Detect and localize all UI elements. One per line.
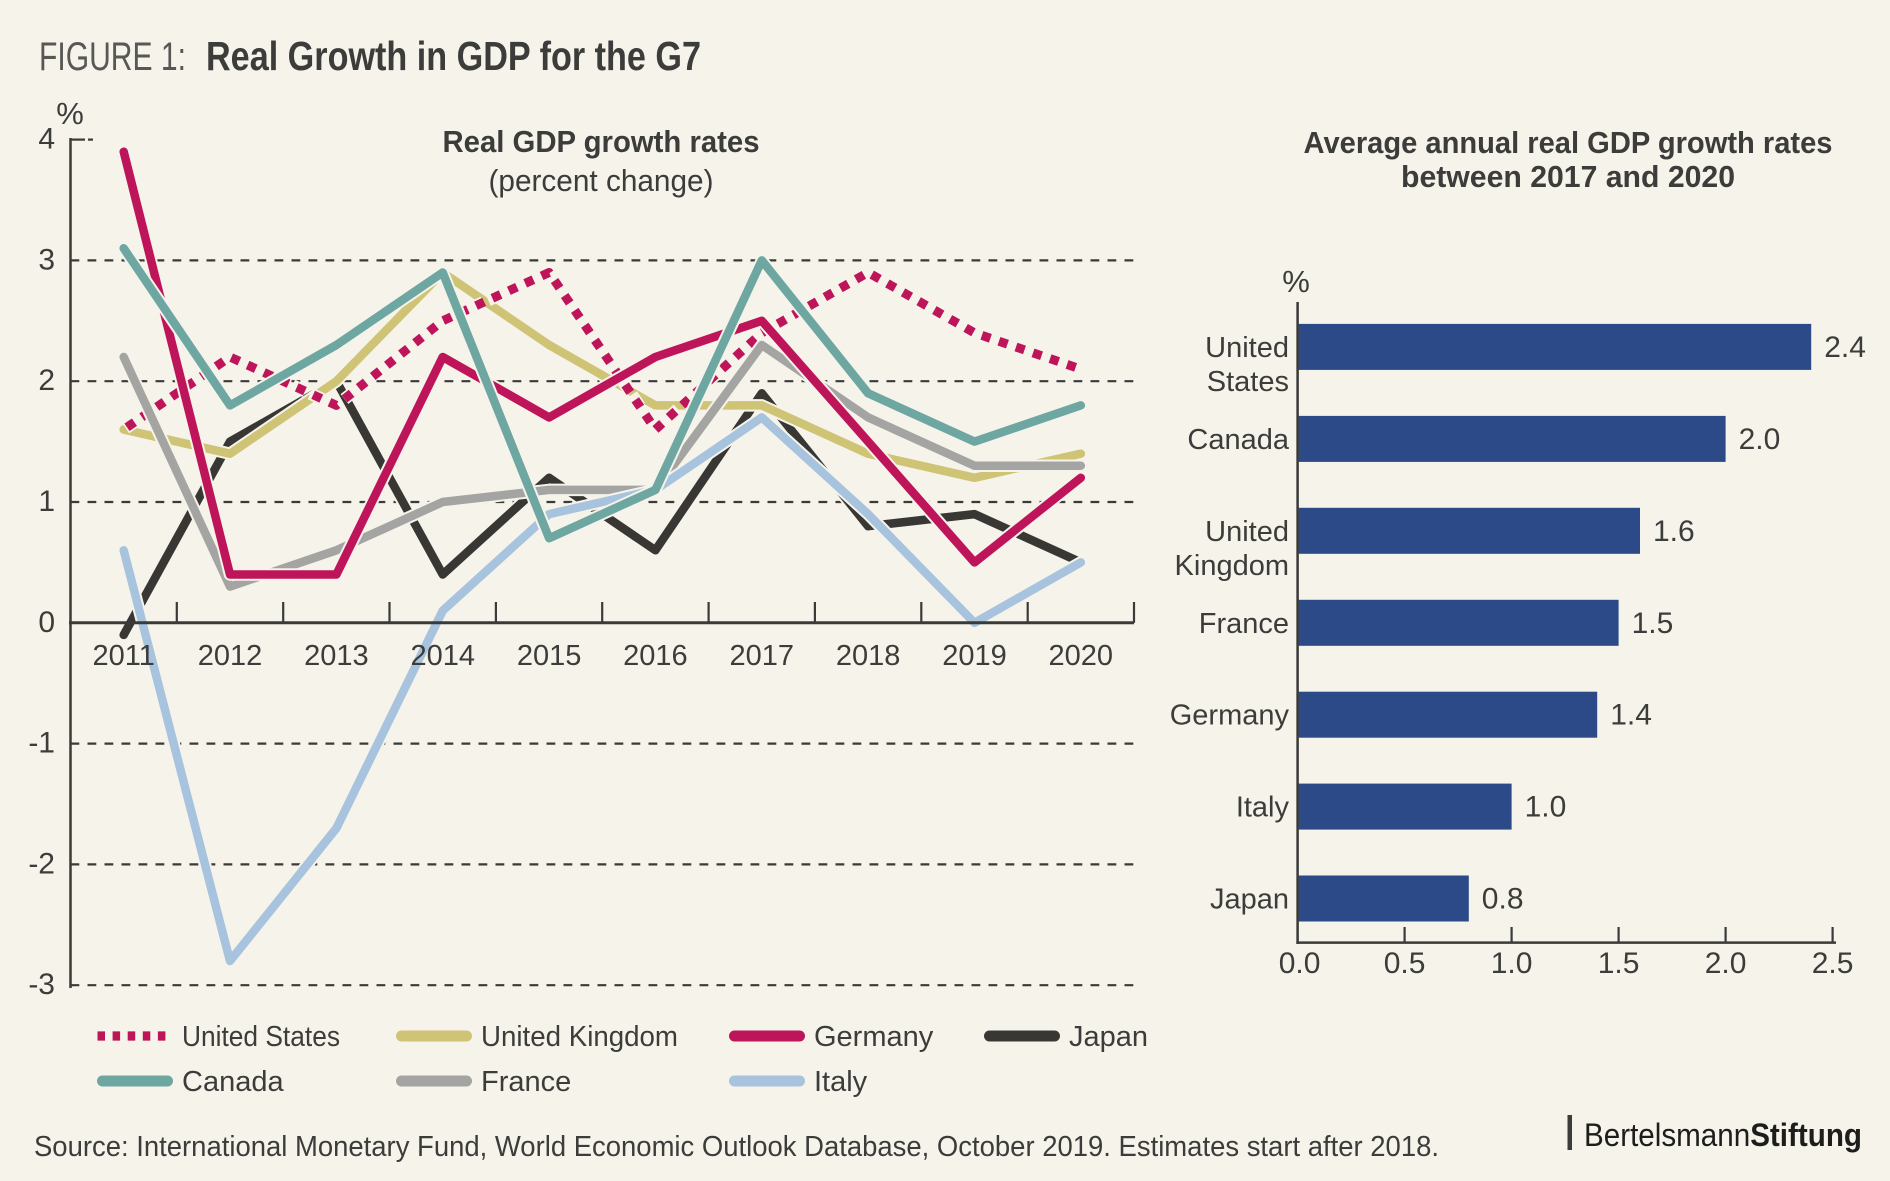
svg-text:Canada: Canada [1187, 424, 1289, 456]
svg-text:United: United [1205, 516, 1289, 548]
svg-text:0.5: 0.5 [1384, 947, 1426, 980]
svg-text:(percent change): (percent change) [489, 163, 714, 198]
svg-text:2016: 2016 [623, 640, 688, 672]
svg-text:2017: 2017 [730, 640, 795, 672]
svg-text:2.0: 2.0 [1739, 423, 1781, 456]
svg-text:Kingdom: Kingdom [1175, 550, 1289, 582]
svg-text:France: France [481, 1066, 571, 1098]
svg-text:2020: 2020 [1049, 640, 1114, 672]
svg-text:4: 4 [38, 123, 55, 156]
svg-text:-2: -2 [28, 847, 55, 880]
svg-text:BertelsmannStiftung: BertelsmannStiftung [1584, 1117, 1862, 1153]
svg-text:Japan: Japan [1210, 884, 1289, 916]
svg-text:-1: -1 [28, 727, 55, 760]
svg-text:2018: 2018 [836, 640, 901, 672]
svg-text:1: 1 [38, 485, 55, 518]
svg-text:0: 0 [38, 606, 55, 639]
svg-text:0.8: 0.8 [1482, 883, 1524, 916]
svg-text:Italy: Italy [814, 1066, 868, 1098]
svg-text:2011: 2011 [93, 640, 155, 672]
svg-text:Italy: Italy [1236, 792, 1290, 824]
svg-text:1.5: 1.5 [1632, 607, 1674, 640]
svg-text:1.5: 1.5 [1598, 947, 1640, 980]
svg-text:2: 2 [38, 364, 55, 397]
svg-text:2015: 2015 [517, 640, 582, 672]
svg-text:3: 3 [38, 243, 55, 276]
svg-text:States: States [1207, 366, 1289, 398]
svg-text:Real Growth in GDP for the G7: Real Growth in GDP for the G7 [206, 33, 701, 79]
svg-text:United States: United States [182, 1021, 340, 1053]
svg-text:%: % [1282, 264, 1310, 299]
svg-text:Canada: Canada [182, 1066, 284, 1098]
svg-text:Real GDP growth rates: Real GDP growth rates [443, 124, 760, 159]
svg-text:United: United [1205, 332, 1289, 364]
svg-text:2019: 2019 [942, 640, 1007, 672]
svg-text:Germany: Germany [814, 1021, 934, 1053]
svg-text:FIGURE 1:: FIGURE 1: [39, 35, 186, 79]
svg-text:2014: 2014 [410, 640, 475, 672]
svg-text:2013: 2013 [304, 640, 369, 672]
svg-text:1.4: 1.4 [1610, 699, 1652, 732]
svg-text:France: France [1199, 608, 1289, 640]
svg-text:2.0: 2.0 [1705, 947, 1747, 980]
svg-text:0.0: 0.0 [1279, 947, 1321, 980]
svg-text:between 2017 and 2020: between 2017 and 2020 [1401, 159, 1735, 194]
svg-text:2.5: 2.5 [1812, 947, 1854, 980]
svg-text:%: % [56, 96, 84, 131]
svg-text:Germany: Germany [1170, 700, 1290, 732]
svg-text:1.6: 1.6 [1653, 515, 1695, 548]
svg-text:Source: International Monetary: Source: International Monetary Fund, Wor… [34, 1131, 1439, 1163]
svg-text:1.0: 1.0 [1525, 791, 1567, 824]
svg-text:1.0: 1.0 [1491, 947, 1533, 980]
svg-text:-3: -3 [28, 968, 55, 1001]
svg-text:Japan: Japan [1069, 1021, 1148, 1053]
svg-text:United Kingdom: United Kingdom [481, 1021, 678, 1053]
svg-text:2012: 2012 [198, 640, 263, 672]
svg-text:Average annual real GDP growth: Average annual real GDP growth rates [1304, 125, 1833, 160]
svg-text:2.4: 2.4 [1824, 331, 1866, 364]
